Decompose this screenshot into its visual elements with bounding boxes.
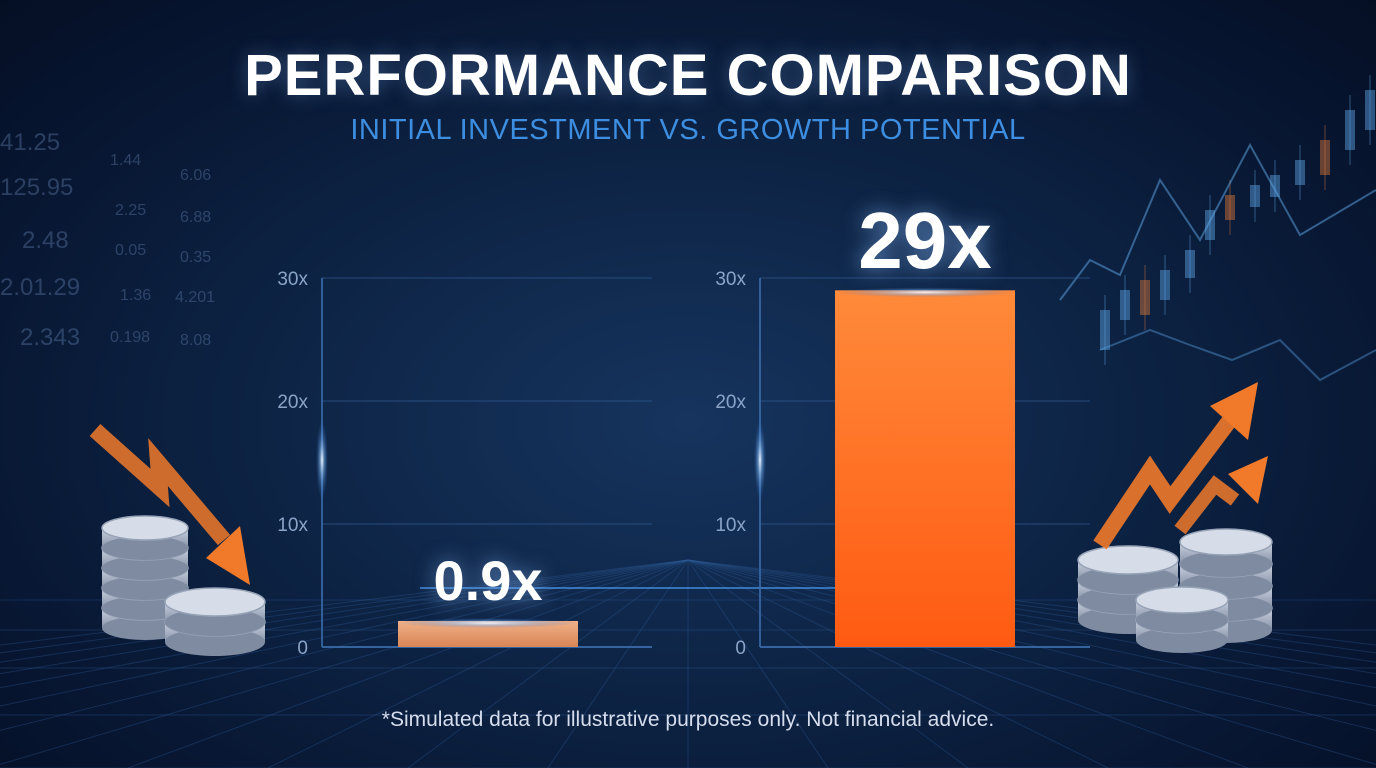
y-tick-label: 0 [297, 638, 308, 659]
y-tick-label: 30x [715, 269, 746, 290]
candle-body [1365, 90, 1375, 130]
coin-face [1135, 586, 1229, 614]
ticker-value: 2.25 [115, 202, 146, 219]
trend-up-arrow-icon [1093, 382, 1268, 550]
bar-value-label: 29x [858, 196, 991, 285]
ticker-value: 2.48 [22, 227, 69, 254]
ticker-value: 6.88 [180, 209, 211, 226]
bar-value-label: 0.9x [434, 549, 543, 612]
trend-line [1059, 142, 1376, 301]
ticker-value: 4.201 [175, 289, 215, 306]
ticker-value: 8.08 [180, 332, 211, 349]
ticker-value: 2.343 [20, 324, 80, 351]
coin-edge [102, 556, 188, 580]
coin-edge [165, 608, 265, 636]
bar-top-glow [835, 287, 1015, 298]
candlestick-background [1059, 75, 1376, 382]
ticker-value: 41.25 [0, 129, 60, 156]
coin-edge [102, 576, 188, 600]
candle-body [1250, 185, 1260, 207]
trend-down-arrow-icon [89, 424, 250, 585]
candle-body [1320, 140, 1330, 175]
coin-face [1077, 545, 1179, 575]
axis-glow [754, 420, 766, 500]
ticker-value: 0.35 [180, 249, 211, 266]
coin-stack-icon [1077, 528, 1273, 653]
chart-initial-investment: 0 10x 20x 30x 0.9x [277, 269, 652, 659]
y-tick-label: 10x [277, 515, 308, 536]
ticker-value: 1.44 [110, 152, 141, 169]
candle-body [1270, 175, 1280, 197]
page-title: PERFORMANCE COMPARISON [244, 43, 1132, 108]
coin-edge [165, 628, 265, 656]
disclaimer-footnote: *Simulated data for illustrative purpose… [381, 708, 995, 731]
candle-body [1225, 195, 1235, 220]
y-tick-label: 10x [715, 515, 746, 536]
candle-body [1160, 270, 1170, 300]
candle-body [1185, 250, 1195, 278]
coin-face [101, 515, 189, 541]
ticker-value: 125.95 [0, 174, 73, 201]
ticker-value: 2.01.29 [0, 274, 80, 301]
coin-edge [1136, 627, 1228, 653]
coin-face [1179, 528, 1273, 556]
coin-face [164, 587, 266, 617]
page-subtitle: INITIAL INVESTMENT VS. GROWTH POTENTIAL [350, 114, 1026, 146]
candle-body [1205, 210, 1215, 240]
ticker-background: 41.25 125.95 2.48 2.01.29 2.343 1.44 2.25 0.05 1… [0, 129, 215, 351]
axis-glow [316, 420, 328, 500]
bar [835, 290, 1015, 647]
coin-edge [1180, 551, 1272, 577]
candle-body [1100, 310, 1110, 350]
candle-body [1345, 110, 1355, 150]
ticker-value: 1.36 [120, 287, 151, 304]
y-tick-label: 30x [277, 269, 308, 290]
trend-line [1099, 328, 1376, 382]
candle-body [1140, 280, 1150, 315]
candle-body [1295, 160, 1305, 185]
coin-edge [1078, 566, 1178, 594]
ticker-value: 0.198 [110, 329, 150, 346]
y-tick-label: 20x [277, 392, 308, 413]
ticker-value: 0.05 [115, 242, 146, 259]
y-tick-label: 20x [715, 392, 746, 413]
coin-stack-icon [101, 515, 266, 656]
coin-edge [1136, 607, 1228, 633]
candle-body [1120, 290, 1130, 320]
y-tick-label: 0 [735, 638, 746, 659]
coin-edge [102, 536, 188, 560]
bar-top-glow [398, 618, 578, 628]
chart-growth-potential: 0 10x 20x 30x 29x [715, 196, 1090, 659]
ticker-value: 6.06 [180, 167, 211, 184]
